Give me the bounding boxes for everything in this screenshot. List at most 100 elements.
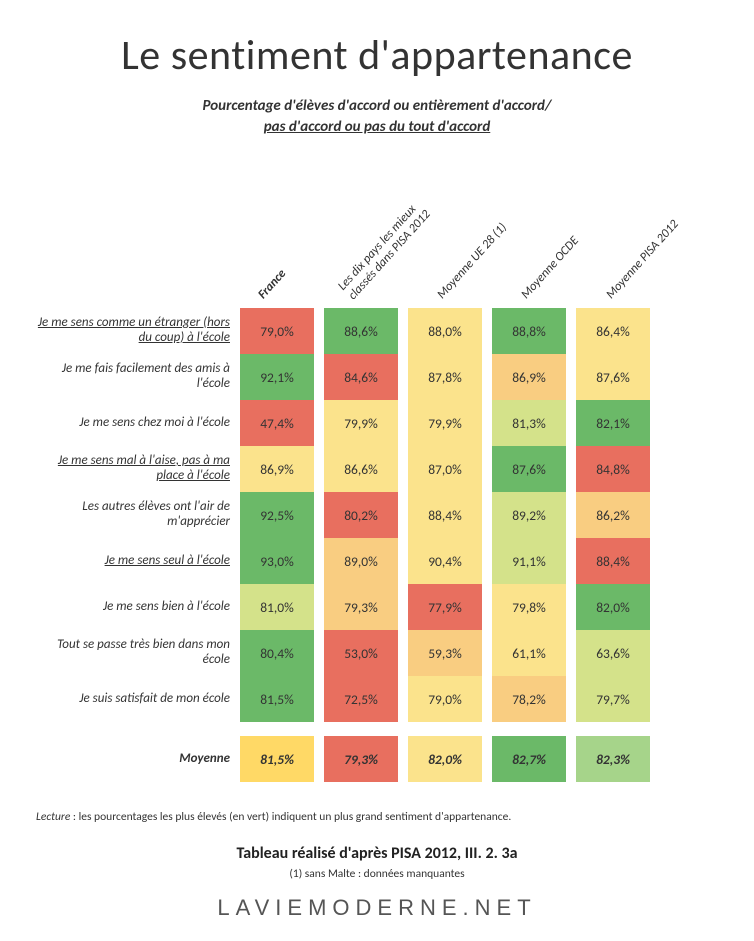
heatmap-cell: 80,4% bbox=[240, 630, 314, 676]
heatmap-cell: 86,6% bbox=[324, 446, 398, 492]
heatmap-cell: 92,1% bbox=[240, 354, 314, 400]
heatmap-cell: 81,5% bbox=[240, 736, 314, 782]
column-gap bbox=[566, 736, 576, 782]
column-gap bbox=[566, 492, 576, 538]
row-label: Moyenne bbox=[30, 736, 240, 782]
column-gap bbox=[482, 676, 492, 722]
column-gap bbox=[482, 736, 492, 782]
column-gap bbox=[398, 630, 408, 676]
lecture-note: Lecture : les pourcentages les plus élev… bbox=[36, 810, 724, 824]
heatmap-cell: 92,5% bbox=[240, 492, 314, 538]
column-gap bbox=[398, 584, 408, 630]
row-label: Je me sens chez moi à l'école bbox=[30, 400, 240, 446]
heatmap-grid: Je me sens comme un étranger (hors du co… bbox=[30, 308, 724, 782]
heatmap-cell: 82,0% bbox=[576, 584, 650, 630]
column-gap bbox=[398, 308, 408, 354]
heatmap-cell: 81,3% bbox=[492, 400, 566, 446]
heatmap-cell: 47,4% bbox=[240, 400, 314, 446]
heatmap-cell: 79,0% bbox=[240, 308, 314, 354]
subtitle-line1: Pourcentage d'élèves d'accord ou entière… bbox=[203, 97, 552, 115]
subtitle-line2: pas d'accord ou pas du tout d'accord bbox=[264, 118, 491, 136]
heatmap-cell: 79,9% bbox=[408, 400, 482, 446]
heatmap-cell: 86,2% bbox=[576, 492, 650, 538]
heatmap-cell: 82,3% bbox=[576, 736, 650, 782]
heatmap-cell: 61,1% bbox=[492, 630, 566, 676]
column-gap bbox=[314, 630, 324, 676]
heatmap-cell: 82,1% bbox=[576, 400, 650, 446]
column-gap bbox=[314, 538, 324, 584]
heatmap-cell: 79,7% bbox=[576, 676, 650, 722]
column-gap bbox=[566, 538, 576, 584]
column-header: Moyenne OCDE bbox=[519, 234, 582, 302]
heatmap-cell: 86,9% bbox=[492, 354, 566, 400]
watermark: LAVIEMODERNE.NET bbox=[30, 895, 724, 921]
column-header: Moyenne UE 28 (1) bbox=[435, 221, 510, 302]
heatmap-cell: 93,0% bbox=[240, 538, 314, 584]
column-gap bbox=[482, 308, 492, 354]
row-label: Je me sens mal à l'aise, pas à ma place … bbox=[30, 446, 240, 492]
column-gap bbox=[482, 492, 492, 538]
heatmap-cell: 79,3% bbox=[324, 584, 398, 630]
heatmap-cell: 89,0% bbox=[324, 538, 398, 584]
column-gap bbox=[398, 676, 408, 722]
heatmap-cell: 72,5% bbox=[324, 676, 398, 722]
subtitle: Pourcentage d'élèves d'accord ou entière… bbox=[30, 96, 724, 138]
column-gap bbox=[398, 400, 408, 446]
heatmap-cell: 91,1% bbox=[492, 538, 566, 584]
column-gap bbox=[314, 354, 324, 400]
column-gap bbox=[482, 400, 492, 446]
heatmap-cell: 88,8% bbox=[492, 308, 566, 354]
heatmap-cell: 79,0% bbox=[408, 676, 482, 722]
heatmap-cell: 88,4% bbox=[576, 538, 650, 584]
column-gap bbox=[314, 400, 324, 446]
heatmap-cell: 79,9% bbox=[324, 400, 398, 446]
heatmap-cell: 82,0% bbox=[408, 736, 482, 782]
column-gap bbox=[566, 400, 576, 446]
column-header: Les dix pays les mieuxclassés dans PISA … bbox=[336, 198, 434, 302]
column-gap bbox=[314, 584, 324, 630]
column-gap bbox=[482, 584, 492, 630]
heatmap-cell: 86,4% bbox=[576, 308, 650, 354]
lecture-label: Lecture bbox=[36, 810, 70, 824]
column-gap bbox=[398, 492, 408, 538]
heatmap-cell: 88,0% bbox=[408, 308, 482, 354]
column-gap bbox=[566, 308, 576, 354]
heatmap-cell: 88,6% bbox=[324, 308, 398, 354]
row-label: Je me sens seul à l'école bbox=[30, 538, 240, 584]
column-gap bbox=[482, 354, 492, 400]
heatmap-cell: 77,9% bbox=[408, 584, 482, 630]
column-gap bbox=[482, 538, 492, 584]
heatmap-cell: 86,9% bbox=[240, 446, 314, 492]
row-label: Je suis satisfait de mon école bbox=[30, 676, 240, 722]
heatmap-cell: 80,2% bbox=[324, 492, 398, 538]
column-gap bbox=[314, 676, 324, 722]
heatmap-cell: 81,5% bbox=[240, 676, 314, 722]
heatmap-cell: 79,8% bbox=[492, 584, 566, 630]
heatmap-cell: 84,8% bbox=[576, 446, 650, 492]
heatmap-cell: 78,2% bbox=[492, 676, 566, 722]
row-label: Les autres élèves ont l'air de m'appréci… bbox=[30, 492, 240, 538]
heatmap-cell: 84,6% bbox=[324, 354, 398, 400]
column-gap bbox=[398, 354, 408, 400]
column-gap bbox=[314, 308, 324, 354]
column-gap bbox=[314, 492, 324, 538]
heatmap-cell: 59,3% bbox=[408, 630, 482, 676]
column-gap bbox=[482, 630, 492, 676]
source-line: Tableau réalisé d'après PISA 2012, III. … bbox=[30, 844, 724, 863]
row-label: Tout se passe très bien dans mon école bbox=[30, 630, 240, 676]
heatmap-cell: 87,6% bbox=[492, 446, 566, 492]
column-gap bbox=[566, 354, 576, 400]
heatmap-cell: 81,0% bbox=[240, 584, 314, 630]
heatmap-cell: 87,6% bbox=[576, 354, 650, 400]
column-gap bbox=[314, 736, 324, 782]
heatmap-cell: 63,6% bbox=[576, 630, 650, 676]
column-header: France bbox=[256, 267, 289, 302]
column-gap bbox=[482, 446, 492, 492]
column-gap bbox=[566, 584, 576, 630]
column-headers: France Les dix pays les mieuxclassés dans… bbox=[240, 188, 724, 308]
row-label: Je me fais facilement des amis à l'école bbox=[30, 354, 240, 400]
column-gap bbox=[566, 446, 576, 492]
heatmap-table: France Les dix pays les mieuxclassés dans… bbox=[30, 188, 724, 782]
heatmap-cell: 87,0% bbox=[408, 446, 482, 492]
row-label: Je me sens bien à l'école bbox=[30, 584, 240, 630]
